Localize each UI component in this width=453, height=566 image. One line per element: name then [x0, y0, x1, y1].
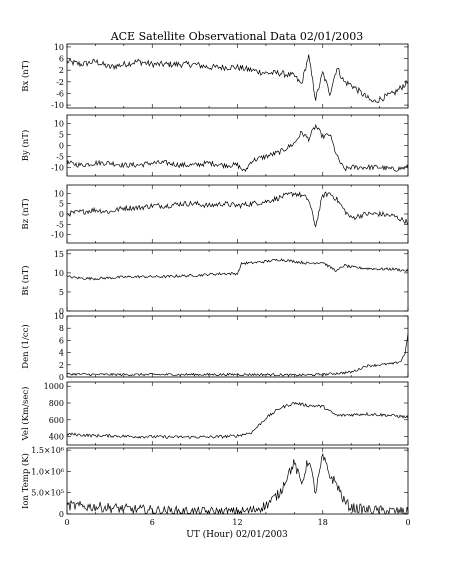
panel-frame: [66, 43, 409, 109]
series-line: [66, 191, 409, 228]
x-tick-label: 0: [405, 518, 410, 527]
y-axis-label: Den (1/cc): [20, 324, 31, 368]
y-tick-label: 800: [49, 399, 64, 408]
y-tick-label: -10: [51, 163, 64, 172]
y-tick-label: -6: [56, 89, 64, 98]
y-tick-label: 400: [49, 433, 64, 442]
y-tick-label: 1.5×10⁶: [31, 446, 64, 455]
x-tick-label: 0: [64, 518, 69, 527]
panel-1: 10 6 2 -2 -6 -10 Bx (nT): [20, 43, 409, 110]
panel-4: 15 10 5 0 Bt (nT): [20, 249, 409, 316]
x-tick-label: 12: [232, 518, 242, 527]
panel-frame: [66, 447, 409, 515]
y-axis-label: Bt (nT): [20, 265, 31, 295]
y-tick-label: -5: [56, 220, 64, 229]
y-tick-label: 10: [54, 269, 64, 278]
series-line: [66, 54, 409, 104]
x-axis-label: UT (Hour) 02/01/2003: [186, 529, 288, 540]
panel-6: 1000 800 600 400 Vel (Km/sec): [20, 381, 409, 446]
y-tick-label: 6: [59, 55, 64, 64]
y-tick-label: 5.0×10⁵: [31, 489, 64, 498]
y-tick-label: -10: [51, 101, 64, 110]
y-tick-label: 0: [59, 142, 64, 151]
y-tick-label: 5: [59, 200, 64, 209]
series-line: [66, 333, 409, 377]
y-tick-label: 600: [49, 416, 64, 425]
panel-frame: [66, 184, 409, 244]
panel-7: 1.5×10⁶ 1.0×10⁶ 5.0×10⁵ 0 Ion Temp (K): [20, 446, 409, 519]
y-tick-label: 2: [59, 361, 64, 370]
y-tick-label: 10: [54, 120, 64, 129]
y-tick-label: 10: [54, 189, 64, 198]
series-line: [66, 401, 409, 439]
y-axis-label: Bz (nT): [20, 198, 31, 229]
y-tick-label: 0: [59, 307, 64, 316]
y-axis-label: Vel (Km/sec): [20, 387, 31, 442]
y-tick-label: 2: [59, 66, 64, 75]
y-tick-label: -2: [56, 78, 64, 87]
panel-frame: [66, 315, 409, 378]
panel-3: 10 50-5 -10 Bz (nT): [20, 184, 409, 244]
panel-frame: [66, 249, 409, 312]
y-tick-label: 0: [59, 210, 64, 219]
y-axis-label: By (nT): [20, 130, 31, 162]
y-tick-label: 1000: [44, 382, 64, 391]
y-tick-label: 10: [54, 43, 64, 52]
y-tick-label: -10: [51, 231, 64, 240]
y-tick-label: -5: [56, 152, 64, 161]
y-tick-label: 1.0×10⁶: [31, 467, 64, 476]
y-tick-label: 5: [59, 131, 64, 140]
x-tick-label: 18: [318, 518, 328, 527]
chart-title: ACE Satellite Observational Data 02/01/2…: [110, 30, 364, 43]
y-axis-label: Ion Temp (K): [20, 453, 31, 509]
y-tick-label: 0: [59, 373, 64, 382]
x-tick-label: 6: [150, 518, 155, 527]
panel-2: 10 5 0-5 -10 By (nT): [20, 114, 409, 177]
y-axis-label: Bx (nT): [20, 60, 31, 92]
series-line: [66, 258, 409, 281]
y-tick-label: 15: [54, 250, 64, 259]
y-tick-label: 10: [54, 312, 64, 321]
y-tick-label: 5: [59, 288, 64, 297]
y-tick-label: 6: [59, 336, 64, 345]
series-line: [66, 452, 409, 515]
y-tick-label: 8: [59, 324, 64, 333]
series-line: [66, 123, 409, 173]
panel-5: 10 8 6 4 2 0 Den (1/cc): [20, 312, 409, 382]
y-tick-label: 4: [59, 349, 64, 358]
y-tick-label: 0: [59, 510, 64, 519]
